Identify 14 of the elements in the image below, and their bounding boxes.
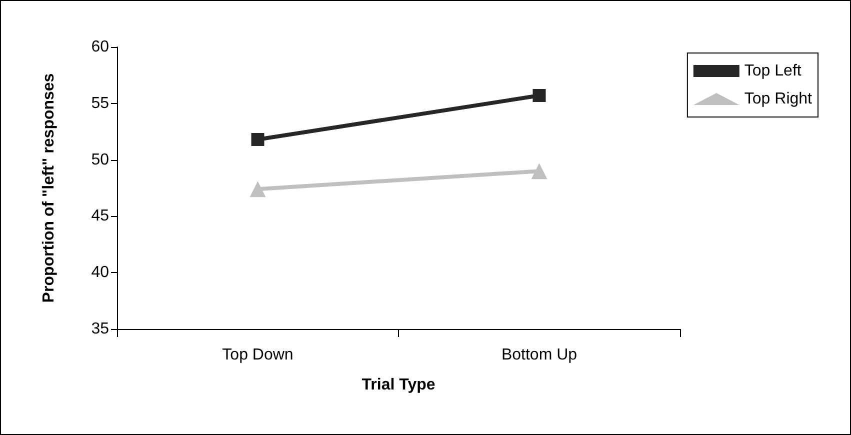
x-tick-label: Top Down (222, 346, 294, 364)
legend-label: Top Right (744, 90, 813, 108)
point (532, 89, 546, 102)
y-tick-label: 50 (91, 151, 110, 168)
x-tick-label: Bottom Up (501, 346, 578, 364)
y-axis-title: Proportion of "left" responses (40, 73, 58, 303)
y-tick-label: 45 (91, 208, 110, 225)
point (251, 132, 264, 146)
y-tick-label: 60 (91, 38, 110, 56)
x-axis-title: Trial Type (362, 376, 436, 394)
legend-label: Top Left (744, 62, 802, 80)
y-tick-label: 35 (91, 320, 110, 338)
y-tick-label: 40 (91, 264, 110, 282)
y-tick-label: 55 (91, 94, 110, 112)
